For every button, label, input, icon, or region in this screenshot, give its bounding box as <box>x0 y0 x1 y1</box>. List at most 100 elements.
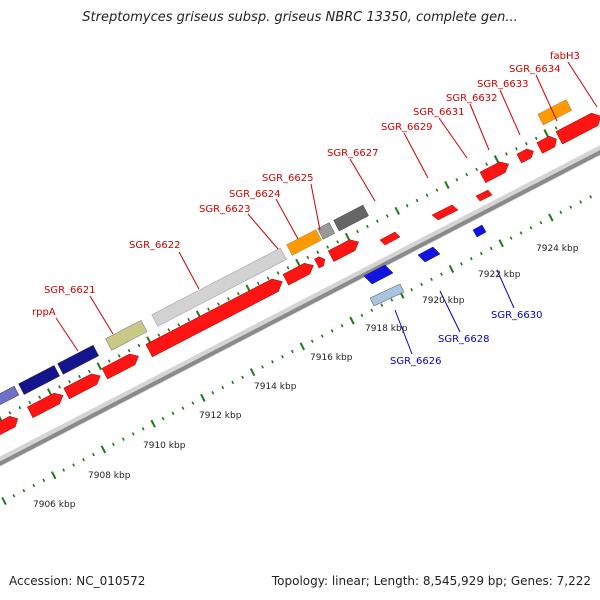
major-tick <box>394 206 400 215</box>
minor-tick <box>256 281 260 286</box>
minor-tick <box>22 488 26 493</box>
major-tick <box>344 232 351 241</box>
minor-tick <box>127 348 131 353</box>
minor-tick <box>475 167 479 172</box>
gene-label-sgr-6632: SGR_6632 <box>446 93 498 104</box>
gene-block-blue <box>0 385 20 413</box>
minor-tick <box>485 162 489 166</box>
major-tick <box>448 265 455 274</box>
minor-tick <box>8 411 12 415</box>
scale-label: 7910 kbp <box>143 441 186 451</box>
minor-tick <box>161 416 165 421</box>
reverse-gene-labels: SGR_6626 SGR_6628 SGR_6630 <box>390 310 543 367</box>
scale-labels: 7906 kbp 7908 kbp 7910 kbp 7912 kbp 7914… <box>33 244 579 510</box>
minor-tick <box>356 229 359 234</box>
forward-gene-arrow <box>536 135 557 154</box>
minor-tick <box>266 276 270 280</box>
minor-tick <box>420 282 424 287</box>
minor-tick <box>336 240 340 244</box>
gene-label-fabH3: fabH3 <box>550 51 580 62</box>
major-tick <box>50 471 57 480</box>
forward-gene-arrow <box>27 392 64 418</box>
gene-block-orange <box>537 99 573 126</box>
gene-label-sgr-6622: SGR_6622 <box>129 240 181 251</box>
minor-tick <box>211 391 215 395</box>
reverse-gene-arrows <box>363 224 487 307</box>
reverse-gene-arrow <box>417 246 441 263</box>
minor-tick <box>137 343 141 348</box>
minor-tick <box>42 478 46 483</box>
minor-tick <box>82 458 85 462</box>
gene-block-orange <box>286 229 322 256</box>
gene-label-sgr-6630: SGR_6630 <box>491 310 543 321</box>
minor-tick <box>370 308 374 312</box>
minor-tick <box>68 380 71 384</box>
gene-label-sgr-6633: SGR_6633 <box>477 79 529 90</box>
minor-tick <box>425 193 429 198</box>
reverse-gene-arrow <box>472 224 487 238</box>
gene-label-sgr-6634: SGR_6634 <box>509 64 561 75</box>
forward-gene-arrow <box>145 278 283 358</box>
minor-tick <box>306 255 310 260</box>
minor-tick <box>92 452 95 457</box>
scale-label: 7916 kbp <box>310 353 353 363</box>
minor-tick <box>111 442 115 446</box>
minor-tick <box>241 375 245 379</box>
major-tick <box>543 129 549 138</box>
minor-tick <box>217 302 220 306</box>
minor-tick <box>181 406 185 410</box>
minor-tick <box>171 411 175 416</box>
forward-gene-arrow <box>555 112 600 145</box>
minor-tick <box>415 198 419 203</box>
minor-tick <box>569 205 573 209</box>
minor-tick <box>117 354 121 358</box>
minor-tick <box>12 494 16 498</box>
major-tick <box>299 342 306 351</box>
minor-tick <box>326 245 330 249</box>
minor-tick <box>465 172 469 177</box>
gene-block-navy <box>18 365 60 395</box>
gene-label-rppA: rppA <box>32 307 56 318</box>
minor-tick <box>559 210 563 215</box>
forward-gene-arrow <box>63 373 101 400</box>
gene-block-gray <box>317 222 336 240</box>
minor-tick <box>509 236 513 240</box>
minor-tick <box>505 152 508 156</box>
forward-gene-labels: rppA SGR_6621 SGR_6622 SGR_6623 SGR_6624… <box>32 51 580 318</box>
minor-tick <box>28 400 32 405</box>
minor-tick <box>167 328 171 332</box>
reverse-gene-arrow <box>369 283 405 307</box>
minor-tick <box>290 349 294 354</box>
genome-backbone <box>0 145 600 467</box>
forward-gene-arrow <box>479 161 509 184</box>
major-tick <box>493 155 500 164</box>
minor-tick <box>310 339 314 343</box>
minor-tick <box>78 374 81 379</box>
minor-tick <box>330 329 334 333</box>
major-tick <box>200 393 206 402</box>
gene-label-sgr-6627: SGR_6627 <box>327 148 379 159</box>
scale-label: 7908 kbp <box>88 471 131 481</box>
reverse-gene-arrow <box>363 264 394 285</box>
minor-tick <box>440 272 443 276</box>
major-tick <box>249 368 256 377</box>
scale-label: 7914 kbp <box>254 382 297 392</box>
gene-block-navy <box>57 344 99 375</box>
minor-tick <box>316 250 320 254</box>
forward-gene-arrow <box>379 231 401 246</box>
minor-tick <box>286 266 290 270</box>
forward-label-leaders <box>55 61 598 352</box>
gene-label-sgr-6629: SGR_6629 <box>381 122 433 133</box>
tick-track-upper <box>0 126 558 423</box>
minor-tick <box>534 136 538 141</box>
gene-label-sgr-6626: SGR_6626 <box>390 356 442 367</box>
forward-gene-arrow <box>101 353 139 380</box>
forward-gene-arrow <box>431 204 459 221</box>
gene-block-khaki <box>105 319 148 351</box>
major-tick <box>349 316 355 325</box>
minor-tick <box>360 313 364 318</box>
minor-tick <box>554 126 558 130</box>
major-tick <box>100 445 107 454</box>
topology-text: Topology: linear; Length: 8,545,929 bp; … <box>271 574 591 588</box>
minor-tick <box>366 224 369 229</box>
